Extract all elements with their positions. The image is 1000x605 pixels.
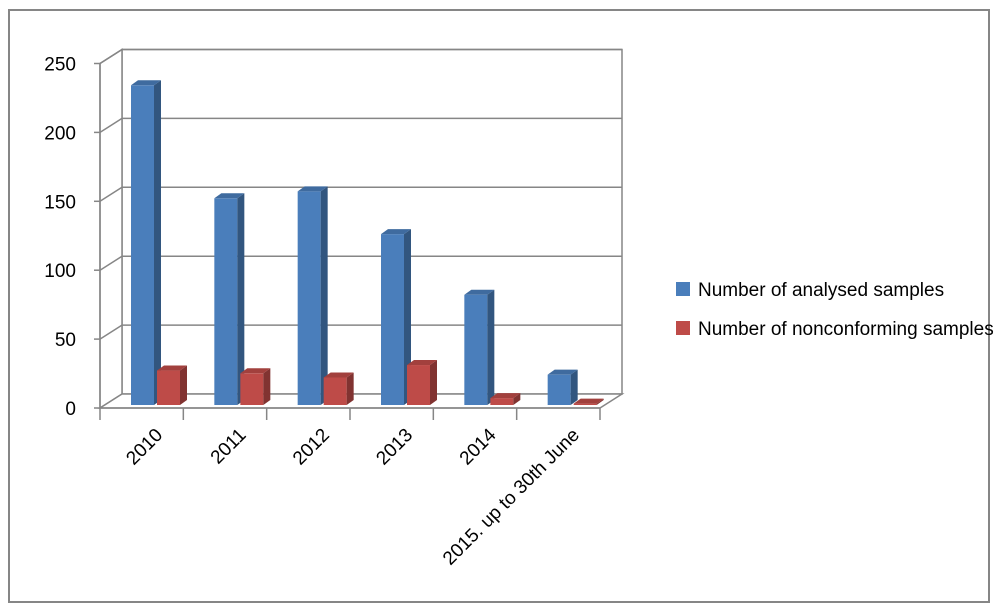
y-tick-labels: 0 50 100 150 200 250 xyxy=(44,55,76,421)
bar-side xyxy=(320,186,328,405)
gridline xyxy=(99,255,622,271)
gridline xyxy=(99,117,622,134)
bar-front xyxy=(381,234,404,405)
bar-front xyxy=(240,373,264,405)
bar-side xyxy=(180,365,187,405)
axes xyxy=(94,62,601,420)
x-tick-label: 2010 xyxy=(122,425,167,470)
bar-top xyxy=(157,365,187,371)
legend: Number of analysed samples Number of non… xyxy=(676,280,996,358)
chart-walls xyxy=(97,48,625,410)
bar-side xyxy=(237,193,245,405)
bar xyxy=(214,193,245,405)
gridline xyxy=(99,48,622,65)
legend-label-nonconforming: Number of nonconforming samples xyxy=(698,319,994,340)
bar-front xyxy=(297,191,321,405)
bar-top xyxy=(573,398,604,404)
y-tick-label: 50 xyxy=(55,330,76,351)
bar xyxy=(547,369,578,405)
x-tick-label: 2012 xyxy=(289,425,334,470)
y-tick-label: 0 xyxy=(65,399,76,420)
bar-side xyxy=(430,360,437,405)
bar-top xyxy=(297,186,328,192)
bar-front xyxy=(131,85,154,405)
legend-swatch-nonconforming xyxy=(676,321,690,335)
bar-top xyxy=(240,368,271,374)
bar-front xyxy=(323,377,347,405)
bar-side xyxy=(596,398,604,405)
y-tick-label: 100 xyxy=(44,261,76,282)
y-tick-label: 250 xyxy=(44,55,76,76)
x-tick-label: 2015. up to 30th June xyxy=(439,425,584,570)
bar-side xyxy=(513,393,521,405)
bar xyxy=(407,360,437,405)
bar-side xyxy=(404,229,411,405)
bar-top xyxy=(381,229,411,235)
bar xyxy=(464,289,495,405)
bar-top xyxy=(464,289,495,295)
bar-front xyxy=(157,370,180,405)
bar-top xyxy=(407,360,437,366)
bar-front xyxy=(407,365,430,405)
bar-top xyxy=(131,80,161,86)
bar xyxy=(573,398,604,405)
bars xyxy=(131,80,604,405)
back-wall xyxy=(121,48,623,395)
y-tick-label: 150 xyxy=(44,192,76,213)
bar xyxy=(323,372,354,405)
legend-label-analysed: Number of analysed samples xyxy=(698,280,945,301)
bar-front xyxy=(490,398,514,405)
bar-top xyxy=(547,369,578,375)
bar-top xyxy=(490,393,521,399)
x-tick-label: 2014 xyxy=(456,424,501,469)
bar-side xyxy=(154,80,161,405)
y-tick-label: 200 xyxy=(44,123,76,144)
legend-item-analysed: Number of analysed samples xyxy=(676,280,996,302)
side-wall xyxy=(99,48,123,410)
bar xyxy=(240,368,271,405)
bar-front xyxy=(464,294,488,405)
bar-front xyxy=(547,374,571,405)
bar xyxy=(490,393,521,405)
gridline xyxy=(99,324,622,340)
gridline xyxy=(99,186,622,202)
bar-front xyxy=(573,403,597,405)
bar-side xyxy=(263,368,271,405)
bar-front xyxy=(214,198,238,405)
x-tick-label: 2011 xyxy=(207,425,251,469)
bar xyxy=(381,229,411,405)
bar-top xyxy=(323,372,354,378)
x-tick-label: 2013 xyxy=(372,425,417,470)
legend-swatch-analysed xyxy=(676,282,690,296)
gridlines xyxy=(99,48,622,340)
bar xyxy=(157,365,187,405)
bar-top xyxy=(214,193,245,199)
bar xyxy=(131,80,161,405)
legend-item-nonconforming: Number of nonconforming samples xyxy=(676,319,996,341)
bar-side xyxy=(487,289,495,405)
bar-side xyxy=(570,369,578,405)
bar-side xyxy=(346,372,354,405)
bar xyxy=(297,186,328,405)
